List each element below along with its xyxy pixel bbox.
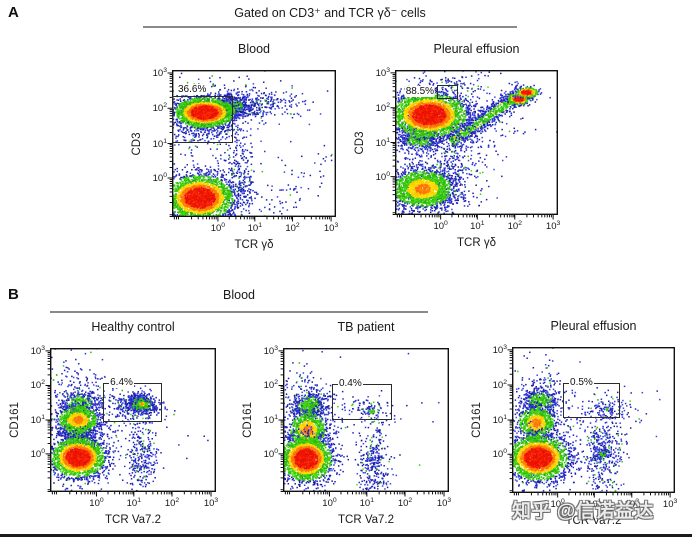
- plot-title: Healthy control: [91, 320, 175, 334]
- y-axis-label: CD3: [354, 131, 366, 155]
- gate-percentage: 0.5%: [569, 377, 594, 389]
- y-axis-label: CD3: [131, 132, 143, 156]
- density-scatter-canvas: [504, 345, 677, 501]
- gate-percentage: 6.4%: [109, 376, 134, 388]
- panel-a-header: Gated on CD3⁺ and TCR γδ⁻ cells: [234, 6, 426, 20]
- gate-box: [437, 84, 459, 99]
- zhihu-watermark: 知乎 @信诺益达: [512, 501, 654, 522]
- gate-percentage: 0.4%: [337, 378, 363, 389]
- flow-plot-tb-cd161: TB patient CD161 TCR Va7.2 100 101 102 103 …: [242, 320, 452, 526]
- x-axis-label: TCR γδ: [457, 237, 496, 249]
- plot-title: TB patient: [337, 320, 395, 334]
- image-bottom-border: [0, 534, 692, 537]
- flow-plot-blood-cd3: Blood CD3 TCR γδ 100 101 102 103 103 102 101 1…: [131, 42, 339, 251]
- gate-box: [172, 96, 233, 144]
- x-axis-label: TCR Va7.2: [104, 514, 162, 526]
- gate-box: [563, 383, 621, 418]
- x-axis-label: TCR Va7.2: [565, 515, 622, 527]
- panel-b-header-underline: [50, 311, 428, 313]
- plot-title: Blood: [238, 42, 270, 56]
- panel-b-letter: B: [8, 286, 19, 303]
- x-axis-label: TCR Va7.2: [337, 514, 395, 526]
- flow-plot-healthy-cd161: Healthy control CD161 TCR Va7.2 100 101 10…: [9, 320, 219, 526]
- panel-a-header-underline: [143, 26, 517, 28]
- y-axis-label: CD161: [471, 402, 483, 438]
- x-axis-label: TCR γδ: [234, 239, 274, 251]
- y-axis-label: CD161: [242, 402, 254, 438]
- density-scatter-canvas: [42, 346, 218, 500]
- gate-box: [103, 382, 163, 422]
- y-axis-label: CD161: [9, 402, 21, 438]
- flow-plot-pleural-cd161: Pleural effusion CD161 TCR Va7.2 100 101 1…: [471, 319, 678, 527]
- panel-a-letter: A: [8, 4, 19, 21]
- gate-percentage: 36.6%: [177, 84, 208, 96]
- density-scatter-canvas: [275, 346, 451, 500]
- flow-plot-pleural-cd3: Pleural effusion CD3 TCR γδ 100 101 102 103…: [354, 42, 561, 249]
- plot-title: Pleural effusion: [550, 319, 637, 333]
- plot-title: Pleural effusion: [433, 42, 520, 56]
- gate-box: [331, 384, 393, 420]
- panel-b-header: Blood: [223, 288, 255, 302]
- gate-percentage: 88.5%: [404, 85, 436, 97]
